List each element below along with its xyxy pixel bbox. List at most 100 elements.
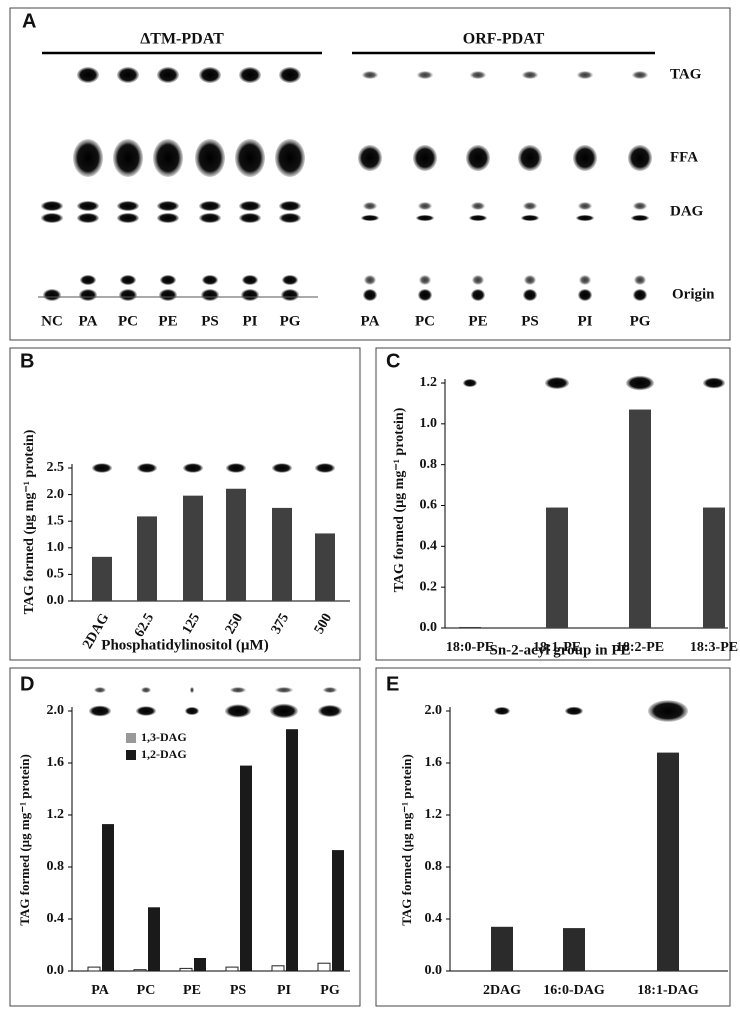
lane-label: PE <box>158 313 177 329</box>
y-tick-label: 1.0 <box>420 416 438 431</box>
panel-b-box <box>9 347 361 661</box>
x-tick-label: 16:0-DAG <box>543 983 605 998</box>
spot <box>361 215 379 221</box>
tlc-spot <box>272 463 292 473</box>
bar <box>133 969 147 972</box>
spot <box>518 145 542 171</box>
bar <box>286 729 298 971</box>
group-title: ΔTM-PDAT <box>140 31 224 48</box>
spot <box>577 71 593 79</box>
panel-d-box <box>9 667 361 1007</box>
spot <box>77 67 99 83</box>
spot <box>235 139 265 177</box>
band-label: Origin <box>672 286 715 302</box>
panel-a-box <box>9 7 731 341</box>
x-tick-label: 500 <box>312 611 335 637</box>
spot <box>628 145 652 171</box>
y-tick-label: 1.2 <box>420 375 438 390</box>
spot <box>157 213 179 223</box>
spot <box>632 71 648 79</box>
panel-letter: B <box>20 350 34 372</box>
tlc-spot <box>137 463 157 473</box>
lane-label: PE <box>468 313 487 329</box>
spot <box>522 71 538 79</box>
x-tick-label: 18:0-PE <box>446 640 494 655</box>
lane-label: PC <box>118 313 138 329</box>
spot <box>469 215 487 221</box>
tlc-spot <box>323 687 337 693</box>
y-tick-label: 2.0 <box>425 703 443 718</box>
spot <box>279 201 301 211</box>
spot <box>579 275 591 285</box>
spot <box>242 275 258 285</box>
tlc-spot <box>89 705 111 717</box>
tlc-spot <box>270 703 298 719</box>
lane-label: PS <box>521 313 539 329</box>
tlc-spot <box>545 377 569 389</box>
tlc-spot <box>626 375 654 391</box>
legend-label: 1,2-DAG <box>141 747 187 761</box>
x-tick-label: 250 <box>223 611 246 637</box>
bar <box>87 966 101 972</box>
tlc-spot <box>494 707 510 715</box>
band-label: DAG <box>670 203 704 219</box>
spot <box>521 215 539 221</box>
y-tick-label: 0.4 <box>420 539 438 554</box>
bar <box>225 966 239 972</box>
panel-letter: C <box>386 350 400 372</box>
tlc-spot <box>565 706 583 716</box>
tlc-spot <box>318 705 342 717</box>
tlc-spot <box>230 687 246 693</box>
bar <box>703 507 725 628</box>
tlc-spot <box>92 463 112 473</box>
x-tick-label: 18:1-PE <box>533 640 581 655</box>
x-tick-label: PC <box>137 983 156 998</box>
spot <box>578 289 592 301</box>
tlc-spot <box>703 377 725 389</box>
lane-label: PG <box>630 313 651 329</box>
y-tick-label: 1.2 <box>425 807 443 822</box>
spot <box>157 201 179 211</box>
bar <box>491 926 513 971</box>
spot <box>524 275 536 285</box>
y-tick-label: 0.8 <box>47 859 65 874</box>
spot <box>633 202 647 210</box>
spot <box>77 213 99 223</box>
tlc-spot <box>190 687 194 693</box>
spot <box>119 289 137 301</box>
panel-e-box <box>375 667 731 1007</box>
tlc-spot <box>136 706 156 716</box>
bar <box>92 556 112 601</box>
legend-swatch <box>126 750 136 760</box>
spot <box>358 145 382 171</box>
y-tick-label: 1.2 <box>47 807 65 822</box>
spot <box>79 289 97 301</box>
x-tick-label: PI <box>277 983 291 998</box>
spot <box>416 215 434 221</box>
tlc-spot <box>141 687 151 693</box>
spot <box>239 201 261 211</box>
x-tick-label: PG <box>320 983 340 998</box>
y-axis-label: TAG formed (µg mg⁻¹ protein) <box>399 754 414 926</box>
bar <box>459 626 481 628</box>
bar <box>271 965 285 972</box>
spot <box>417 71 433 79</box>
band-label: TAG <box>670 66 702 82</box>
lane-label: PA <box>79 313 98 329</box>
legend-label: 1,3-DAG <box>141 730 187 744</box>
x-tick-label: PA <box>91 983 110 998</box>
x-tick-label: 2DAG <box>483 983 521 998</box>
y-tick-label: 0.8 <box>420 457 438 472</box>
panel-letter: E <box>386 673 399 695</box>
y-tick-label: 0.4 <box>47 911 65 926</box>
tlc-spot <box>185 707 199 715</box>
legend-swatch <box>126 733 136 743</box>
spot <box>413 145 437 171</box>
y-tick-label: 0.5 <box>47 567 65 582</box>
y-axis-label: TAG formed (µg mg⁻¹ protein) <box>22 429 37 614</box>
lane-label: NC <box>41 313 63 329</box>
bar <box>332 850 344 971</box>
spot <box>633 289 647 301</box>
y-tick-label: 1.0 <box>47 540 65 555</box>
